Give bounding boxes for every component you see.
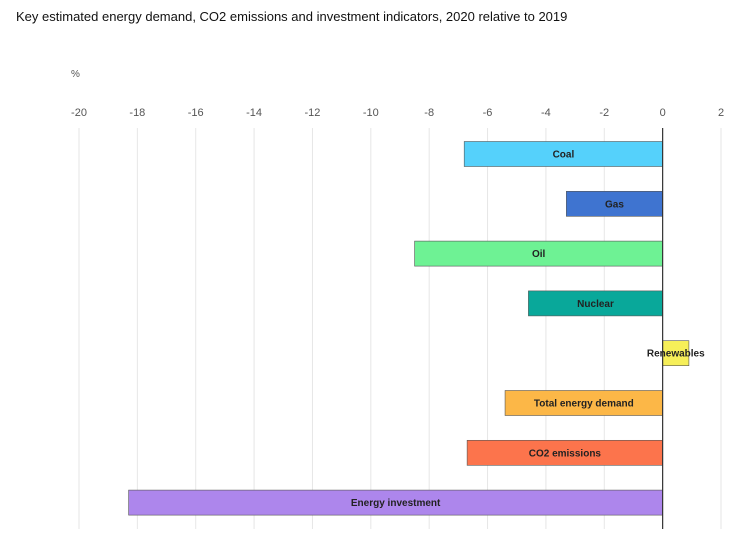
bar-label-gas: Gas	[605, 199, 624, 210]
bar-label-renewables: Renewables	[647, 349, 705, 360]
x-tick-label: -12	[305, 107, 321, 119]
x-tick-label: 2	[718, 107, 724, 119]
x-tick-label: -10	[363, 107, 379, 119]
bar-total-energy-demand	[504, 390, 663, 416]
x-tick-label: -20	[71, 107, 87, 119]
bar-label-oil: Oil	[532, 249, 546, 260]
x-tick-label: -14	[246, 107, 262, 119]
x-tick-label: -16	[188, 107, 204, 119]
bar-label-coal: Coal	[553, 150, 575, 161]
bar-oil	[414, 240, 663, 267]
bar-label-nuclear: Nuclear	[577, 299, 614, 310]
x-tick-label: -8	[424, 107, 434, 119]
bar-nuclear	[528, 290, 663, 317]
bar-coal	[463, 141, 663, 167]
grid-lines	[78, 128, 722, 529]
axis-unit-label: %	[71, 69, 80, 80]
chart-title: Key estimated energy demand, CO2 emissio…	[16, 9, 568, 24]
bar-label-energy-investment: Energy investment	[351, 498, 441, 509]
bars	[128, 141, 690, 516]
x-tick-label: -4	[541, 107, 551, 119]
bar-label-co2-emissions: CO2 emissions	[529, 448, 602, 459]
x-tick-label: -6	[483, 107, 493, 119]
bar-label-total-energy-demand: Total energy demand	[534, 399, 634, 410]
x-axis-ticks: -20 -18 -16 -14 -12 -10 -8 -6 -4 -2 0 2	[71, 107, 724, 119]
bar-co2-emissions	[466, 439, 663, 466]
x-tick-label: -2	[599, 107, 609, 119]
x-tick-label: 0	[660, 107, 666, 119]
bar-gas	[566, 191, 663, 217]
bar-labels: Coal Gas Oil Nuclear Renewables Total energy …	[351, 150, 705, 510]
x-tick-label: -18	[129, 107, 145, 119]
